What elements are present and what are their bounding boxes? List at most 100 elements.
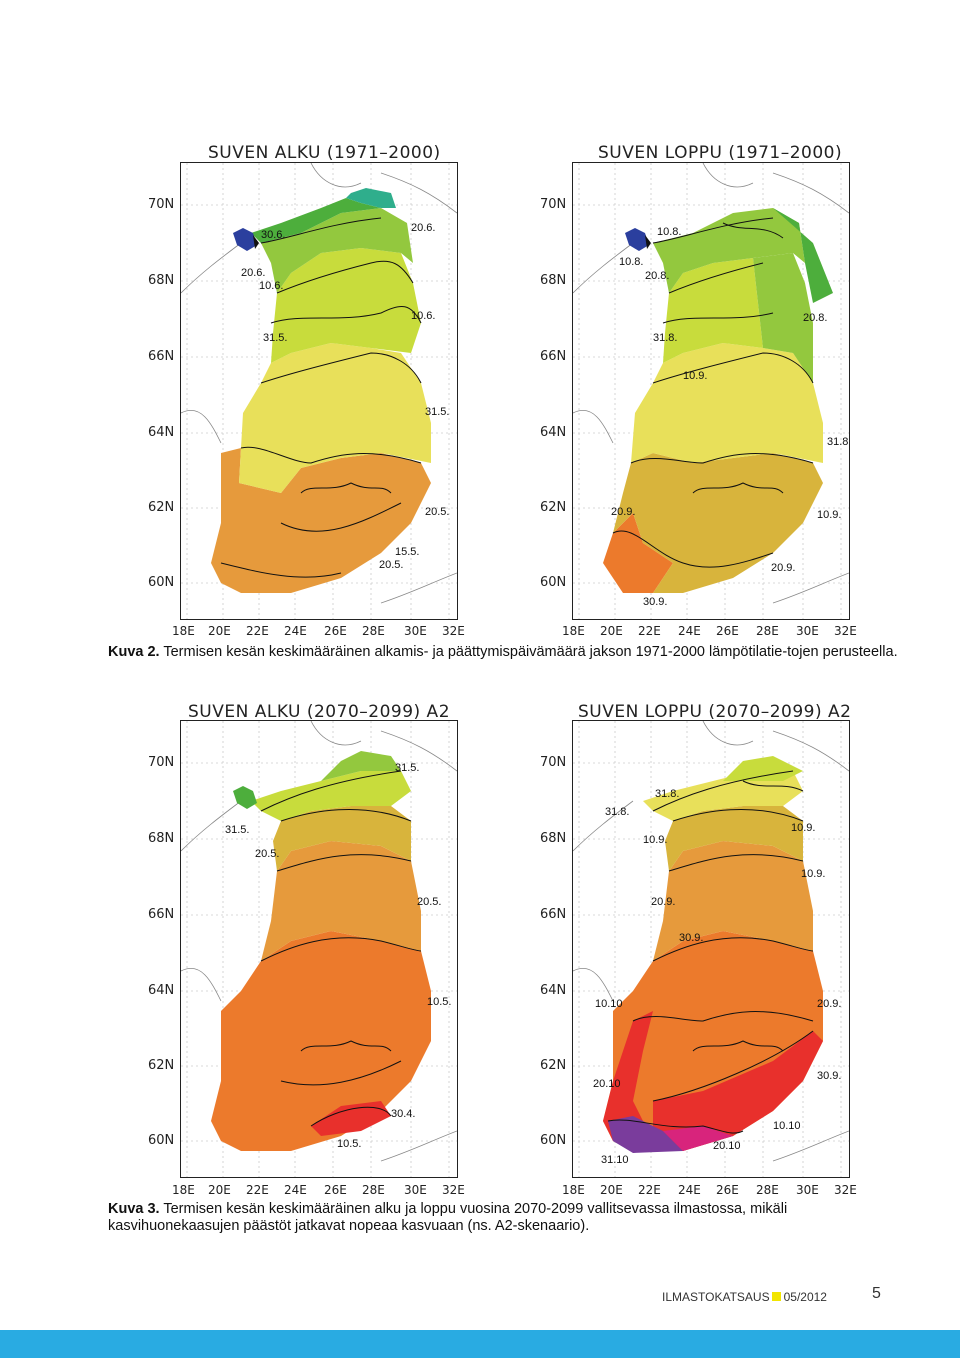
caption-label: Kuva 2.	[108, 644, 160, 660]
contour-label: 30.9.	[679, 932, 703, 944]
lon-label: 22E	[246, 1183, 269, 1197]
contour-label: 20.8.	[803, 312, 827, 324]
lat-label: 66N	[540, 907, 567, 922]
lon-label: 20E	[208, 1183, 231, 1197]
accent-square-icon	[771, 1292, 781, 1301]
lon-label: 22E	[638, 624, 661, 638]
contour-label: 20.5.	[425, 506, 449, 518]
page-number: 5	[872, 1285, 881, 1302]
finland-map: 31.5. 31.5. 20.5. 20.5. 10.5. 30.4. 10.5…	[181, 721, 457, 1177]
lon-label: 26E	[324, 624, 347, 638]
lon-label: 24E	[284, 624, 307, 638]
lat-label: 68N	[540, 831, 567, 846]
lat-label: 66N	[540, 349, 567, 364]
lat-label: 66N	[148, 349, 175, 364]
lat-label: 64N	[148, 425, 175, 440]
footer-publication: ILMASTOKATSAUS 05/2012	[662, 1290, 827, 1304]
contour-label: 30.4.	[391, 1108, 415, 1120]
contour-label: 31.8.	[655, 788, 679, 800]
lon-label: 32E	[834, 624, 857, 638]
lon-label: 18E	[172, 1183, 195, 1197]
contour-label: 10.5.	[337, 1138, 361, 1150]
contour-label: 31.10	[601, 1154, 629, 1166]
caption-text: Termisen kesän keskimääräinen alkamis- j…	[159, 644, 898, 660]
lat-label: 60N	[540, 1133, 567, 1148]
lon-label: 24E	[678, 624, 701, 638]
map-area: 10.8. 10.8. 20.8. 20.8. 31.8. 10.9. 31.8…	[572, 162, 850, 620]
lon-label: 26E	[716, 1183, 739, 1197]
lon-label: 18E	[562, 1183, 585, 1197]
figure-caption-3: Kuva 3. Termisen kesän keskimääräinen al…	[108, 1201, 888, 1235]
contour-label: 10.9.	[817, 509, 841, 521]
lon-label: 32E	[442, 624, 465, 638]
lat-label: 70N	[540, 197, 567, 212]
lon-label: 24E	[678, 1183, 701, 1197]
finland-map: 30.6. 20.6. 20.6. 10.6. 10.6. 31.5. 31.5…	[181, 163, 457, 619]
figure-caption-2: Kuva 2. Termisen kesän keskimääräinen al…	[108, 644, 908, 661]
lat-label: 68N	[148, 831, 175, 846]
issue-number: 05/2012	[783, 1290, 827, 1304]
lat-label: 70N	[540, 755, 567, 770]
contour-label: 31.8.	[827, 436, 849, 448]
contour-label: 10.10	[595, 998, 623, 1010]
contour-label: 10.8.	[619, 256, 643, 268]
lon-label: 22E	[246, 624, 269, 638]
caption-text: Termisen kesän keskimääräinen alku ja lo…	[108, 1201, 788, 1234]
lat-label: 60N	[540, 575, 567, 590]
lon-label: 20E	[600, 624, 623, 638]
lon-label: 32E	[834, 1183, 857, 1197]
lon-label: 30E	[404, 624, 427, 638]
lon-label: 28E	[362, 624, 385, 638]
contour-label: 31.8.	[653, 332, 677, 344]
contour-label: 20.5.	[379, 559, 403, 571]
contour-label: 31.8.	[605, 806, 629, 818]
contour-label: 20.10	[713, 1140, 741, 1152]
panel-title: SUVEN ALKU (2070–2099) A2	[188, 702, 451, 722]
contour-label: 10.9.	[791, 822, 815, 834]
lat-label: 62N	[540, 500, 567, 515]
lat-label: 68N	[148, 273, 175, 288]
lat-label: 60N	[148, 1133, 175, 1148]
lon-label: 28E	[756, 1183, 779, 1197]
lon-label: 26E	[716, 624, 739, 638]
contour-label: 10.10	[773, 1120, 801, 1132]
contour-label: 31.5.	[395, 762, 419, 774]
lon-label: 32E	[442, 1183, 465, 1197]
lat-label: 70N	[148, 755, 175, 770]
contour-label: 20.9.	[651, 896, 675, 908]
finland-map: 31.8. 31.8. 10.9. 10.9. 10.9. 20.9. 30.9…	[573, 721, 849, 1177]
contour-label: 15.5.	[395, 546, 419, 558]
contour-label: 30.9.	[643, 596, 667, 608]
lon-label: 30E	[404, 1183, 427, 1197]
lat-label: 64N	[148, 983, 175, 998]
map-area: 31.5. 31.5. 20.5. 20.5. 10.5. 30.4. 10.5…	[180, 720, 458, 1178]
lat-label: 64N	[540, 425, 567, 440]
lon-label: 20E	[208, 624, 231, 638]
lon-label: 18E	[562, 624, 585, 638]
contour-label: 10.8.	[657, 226, 681, 238]
lat-label: 66N	[148, 907, 175, 922]
caption-label: Kuva 3.	[108, 1201, 160, 1217]
contour-label: 20.5.	[417, 896, 441, 908]
lon-label: 24E	[284, 1183, 307, 1197]
lon-label: 26E	[324, 1183, 347, 1197]
lat-label: 62N	[148, 500, 175, 515]
panel-title: SUVEN LOPPU (2070–2099) A2	[578, 702, 852, 722]
contour-label: 30.9.	[817, 1070, 841, 1082]
lat-label: 62N	[148, 1058, 175, 1073]
lat-label: 60N	[148, 575, 175, 590]
contour-label: 20.9.	[611, 506, 635, 518]
publication-name: ILMASTOKATSAUS	[662, 1290, 770, 1304]
contour-label: 31.5.	[263, 332, 287, 344]
lat-label: 68N	[540, 273, 567, 288]
panel-title: SUVEN ALKU (1971–2000)	[208, 143, 441, 163]
contour-label: 31.5.	[425, 406, 449, 418]
contour-label: 20.9.	[817, 998, 841, 1010]
contour-label: 30.6.	[261, 229, 285, 241]
contour-label: 20.9.	[771, 562, 795, 574]
contour-label: 20.10	[593, 1078, 621, 1090]
footer-bar	[0, 1330, 960, 1358]
contour-label: 20.8.	[645, 270, 669, 282]
contour-label: 10.9.	[683, 370, 707, 382]
map-area: 30.6. 20.6. 20.6. 10.6. 10.6. 31.5. 31.5…	[180, 162, 458, 620]
